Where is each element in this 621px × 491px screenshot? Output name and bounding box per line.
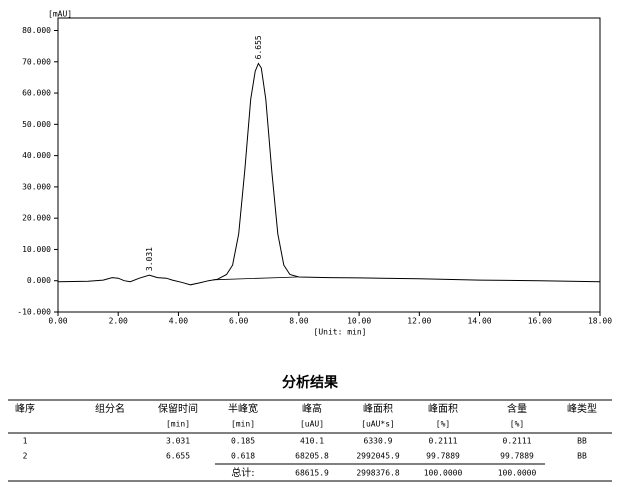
table-cell: 410.1 (300, 437, 324, 446)
column-header: 峰面积 (428, 403, 458, 415)
column-header: 含量 (507, 402, 527, 415)
column-unit: [%] (436, 420, 450, 429)
y-tick-label: 50.000 (22, 120, 51, 129)
table-cell: 0.2111 (429, 437, 458, 446)
table-cell: BB (577, 437, 587, 446)
x-tick-label: 4.00 (169, 317, 188, 326)
y-tick-label: 40.000 (22, 151, 51, 160)
column-unit: [%] (510, 420, 524, 429)
x-tick-label: 8.00 (289, 317, 308, 326)
total-cell: 100.0000 (498, 469, 537, 478)
column-header: 峰类型 (567, 402, 597, 415)
table-cell: 2992045.9 (356, 452, 400, 461)
x-axis-label: [Unit: min] (314, 328, 367, 337)
column-header: 保留时间 (158, 402, 198, 415)
column-header: 峰序 (15, 402, 35, 415)
table-cell: 99.7889 (500, 452, 534, 461)
signal-trace (57, 62, 601, 286)
column-header: 半峰宽 (228, 402, 258, 415)
y-tick-label: 60.000 (22, 89, 51, 98)
peak-label: 3.031 (145, 247, 154, 271)
total-cell: 68615.9 (295, 469, 329, 478)
x-tick-label: 18.00 (588, 317, 612, 326)
y-tick-label: -10.000 (17, 308, 51, 317)
column-unit: [min] (166, 420, 190, 429)
y-axis-label: [mAU] (48, 10, 72, 19)
column-unit: [uAU] (300, 420, 324, 429)
x-tick-label: 16.00 (528, 317, 552, 326)
y-tick-label: 10.000 (22, 245, 51, 254)
table-cell: 99.7889 (426, 452, 460, 461)
y-tick-label: 80.000 (22, 26, 51, 35)
total-cell: 2998376.8 (356, 469, 400, 478)
total-label: 总计: (231, 466, 254, 479)
table-cell: 0.2111 (503, 437, 532, 446)
table-cell: 6330.9 (364, 437, 393, 446)
table-cell: 3.031 (166, 437, 190, 446)
column-header: 组分名 (95, 402, 125, 415)
x-tick-label: 2.00 (109, 317, 128, 326)
x-tick-label: 0.00 (48, 317, 67, 326)
x-tick-label: 6.00 (229, 317, 248, 326)
table-cell: BB (577, 452, 587, 461)
plot-frame (57, 17, 601, 313)
column-header: 峰面积 (363, 403, 393, 415)
x-tick-label: 12.00 (407, 317, 431, 326)
y-tick-label: 0.000 (27, 276, 51, 285)
integration-baseline (213, 276, 298, 281)
column-unit: [min] (231, 420, 255, 429)
column-unit: [uAU*s] (361, 420, 395, 429)
y-tick-label: 30.000 (22, 182, 51, 191)
table-cell: 1 (23, 437, 28, 446)
x-tick-label: 14.00 (468, 317, 492, 326)
y-tick-label: 70.000 (22, 57, 51, 66)
y-tick-label: 20.000 (22, 214, 51, 223)
table-title: 分析结果 (282, 374, 339, 391)
table-cell: 0.618 (231, 452, 255, 461)
x-tick-label: 10.00 (347, 317, 371, 326)
table-cell: 68205.8 (295, 452, 329, 461)
peak-label: 6.655 (254, 35, 263, 59)
table-cell: 0.185 (231, 437, 255, 446)
table-cell: 2 (23, 452, 28, 461)
column-header: 峰高 (302, 402, 322, 415)
table-cell: 6.655 (166, 452, 190, 461)
total-cell: 100.0000 (424, 469, 463, 478)
